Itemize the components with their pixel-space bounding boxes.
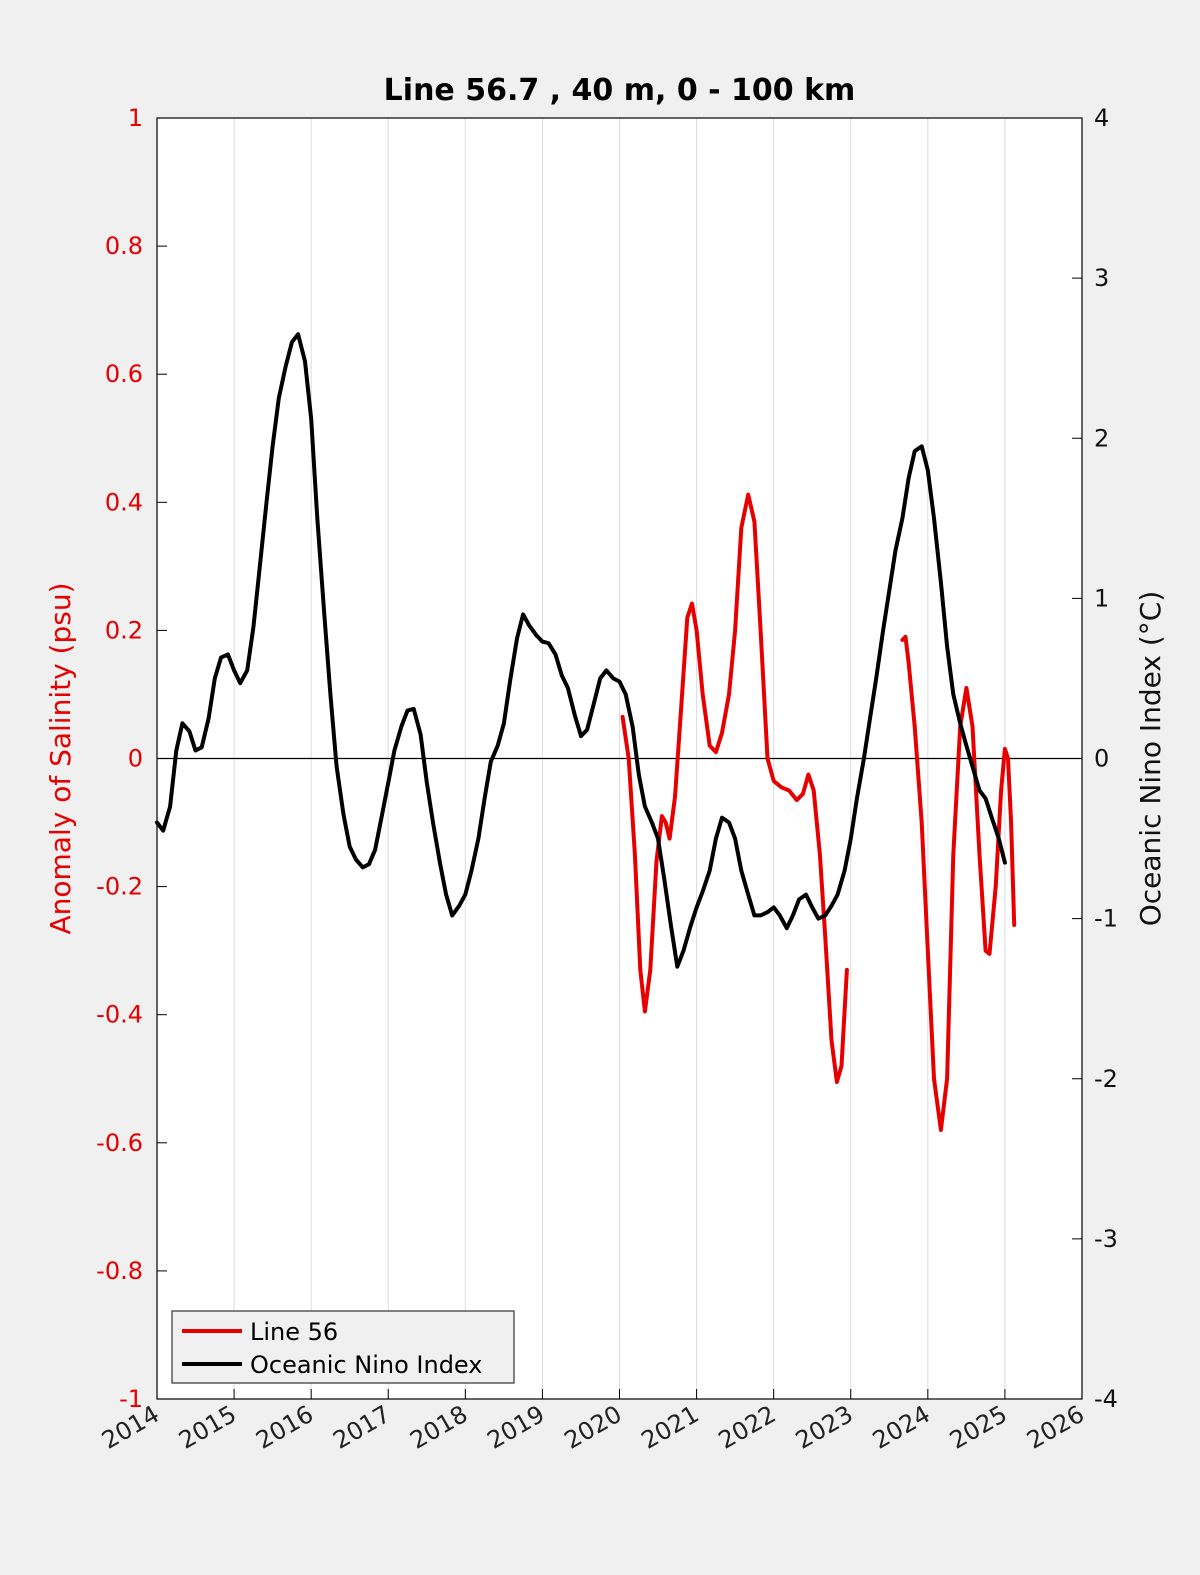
left-tick-label: 0 bbox=[128, 745, 143, 773]
legend: Line 56 Oceanic Nino Index bbox=[171, 1310, 515, 1384]
oni-series-line bbox=[155, 332, 1007, 969]
right-tick-label: 1 bbox=[1094, 584, 1109, 612]
chart-title: Line 56.7 , 40 m, 0 - 100 km bbox=[384, 73, 856, 108]
right-tick-label: 4 bbox=[1094, 104, 1109, 132]
left-tick-label: 0.2 bbox=[105, 616, 143, 644]
left-axis: 1 0.8 0.6 0.4 0.2 0 -0.2 -0.4 -0.6 -0.8 -1 bbox=[96, 104, 167, 1413]
right-tick-label: -2 bbox=[1094, 1065, 1118, 1093]
right-tick-label: 3 bbox=[1094, 264, 1109, 292]
right-tick-label: -3 bbox=[1094, 1225, 1118, 1253]
left-tick-label: -0.8 bbox=[96, 1257, 143, 1285]
series-layer bbox=[155, 332, 1017, 1132]
line56-series-segment-2 bbox=[900, 634, 1017, 1132]
left-axis-label: Anomaly of Salinity (psu) bbox=[44, 582, 77, 934]
legend-label-oni: Oceanic Nino Index bbox=[250, 1351, 482, 1379]
right-tick-label: 0 bbox=[1094, 745, 1109, 773]
left-tick-label: 0.6 bbox=[105, 360, 143, 388]
left-tick-label: 1 bbox=[128, 104, 143, 132]
legend-box bbox=[171, 1310, 515, 1384]
left-tick-label: -0.6 bbox=[96, 1129, 143, 1157]
left-tick-label: -0.2 bbox=[96, 873, 143, 901]
right-tick-label: -4 bbox=[1094, 1385, 1118, 1413]
left-tick-label: -0.4 bbox=[96, 1001, 143, 1029]
right-axis: 4 3 2 1 0 -1 -2 -3 -4 bbox=[1072, 104, 1118, 1413]
legend-label-line56: Line 56 bbox=[250, 1318, 338, 1346]
left-tick-label: 0.8 bbox=[105, 232, 143, 260]
left-tick-label: -1 bbox=[119, 1385, 143, 1413]
right-axis-label: Oceanic Nino Index (°C) bbox=[1134, 591, 1167, 927]
left-tick-label: 0.4 bbox=[105, 488, 143, 516]
right-tick-label: 2 bbox=[1094, 424, 1109, 452]
right-tick-label: -1 bbox=[1094, 905, 1118, 933]
